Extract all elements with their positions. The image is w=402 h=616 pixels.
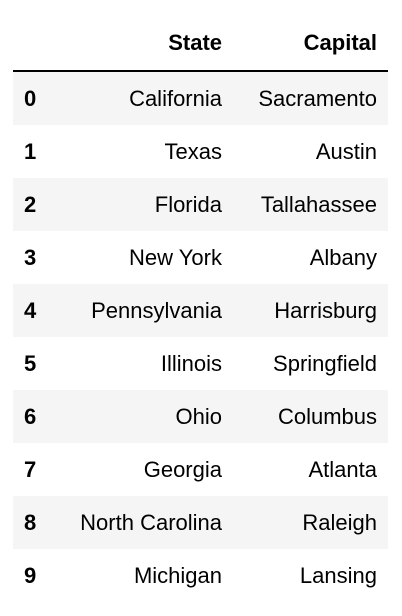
row-index: 5 (24, 350, 37, 376)
column-header-state: State (62, 16, 233, 72)
cell-state: Pennsylvania (91, 297, 222, 323)
table-row: 0 California Sacramento (13, 71, 388, 125)
column-header-capital: Capital (233, 16, 388, 72)
cell-capital: Austin (315, 138, 377, 164)
row-index: 6 (24, 403, 37, 429)
cell-state: Michigan (133, 562, 222, 588)
cell-state: Ohio (175, 403, 222, 429)
cell-state: Texas (164, 138, 222, 164)
cell-state: North Carolina (80, 509, 222, 535)
index-header (13, 16, 62, 72)
table-body: 0 California Sacramento 1 Texas Austin 2… (13, 71, 388, 602)
cell-state: New York (129, 244, 222, 270)
row-index: 9 (24, 562, 37, 588)
cell-capital: Springfield (273, 350, 377, 376)
table-row: 6 Ohio Columbus (13, 390, 388, 443)
row-index: 0 (24, 85, 37, 111)
cell-capital: Columbus (277, 403, 377, 429)
cell-capital: Raleigh (302, 509, 377, 535)
cell-capital: Albany (309, 244, 377, 270)
table-row: 3 New York Albany (13, 231, 388, 284)
table-row: 1 Texas Austin (13, 125, 388, 178)
cell-state: California (129, 85, 222, 111)
row-index: 3 (24, 244, 37, 270)
cell-capital: Harrisburg (274, 297, 377, 323)
cell-capital: Tallahassee (260, 191, 377, 217)
cell-capital: Atlanta (308, 456, 378, 482)
cell-state: Florida (154, 191, 222, 217)
table-header: State Capital (13, 16, 388, 72)
table-row: 7 Georgia Atlanta (13, 443, 388, 496)
dataframe-table: State Capital 0 California Sacramento 1 … (13, 16, 388, 602)
row-index: 1 (24, 138, 37, 164)
table-row: 2 Florida Tallahassee (13, 178, 388, 231)
cell-capital: Sacramento (258, 85, 377, 111)
header-row: State Capital (13, 16, 388, 72)
cell-state: Illinois (160, 350, 222, 376)
table-row: 8 North Carolina Raleigh (13, 496, 388, 549)
row-index: 2 (24, 191, 37, 217)
row-index: 8 (24, 509, 37, 535)
table-row: 5 Illinois Springfield (13, 337, 388, 390)
table-row: 9 Michigan Lansing (13, 549, 388, 602)
table-row: 4 Pennsylvania Harrisburg (13, 284, 388, 337)
cell-state: Georgia (143, 456, 222, 482)
cell-capital: Lansing (299, 562, 377, 588)
row-index: 4 (24, 297, 37, 323)
row-index: 7 (24, 456, 37, 482)
